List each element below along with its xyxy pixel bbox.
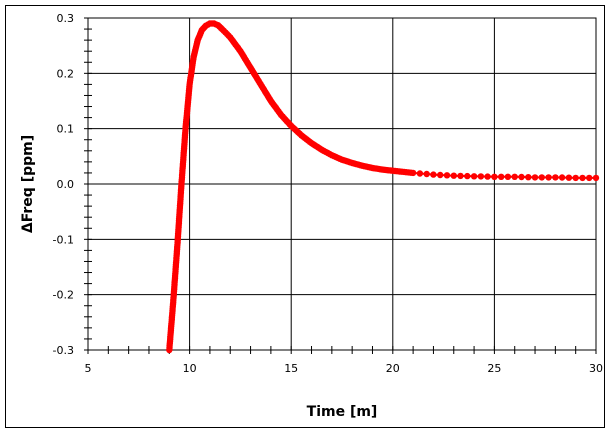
x-tick-label: 15 [284,362,298,375]
y-tick-label: 0.2 [57,67,75,80]
y-tick-label: 0.1 [57,123,75,136]
x-tick-label: 5 [85,362,92,375]
y-tick-label: -0.2 [53,289,74,302]
x-tick-label: 30 [589,362,603,375]
tick-labels: 0.3 0.2 0.1 0.0 -0.1 -0.2 -0.3 5 10 15 20 25 30 [53,12,603,375]
x-tick-label: 20 [386,362,400,375]
y-tick-label: 0.3 [57,12,75,25]
y-tick-label: 0.0 [57,178,75,191]
y-tick-label: -0.3 [53,344,74,357]
axis-ticks [84,17,597,354]
x-axis-title: Time [m] [307,404,378,420]
data-series [166,20,600,354]
y-axis-title: ΔFreq [ppm] [20,135,36,233]
x-tick-label: 10 [183,362,197,375]
x-tick-label: 25 [487,362,501,375]
y-tick-label: -0.1 [53,233,74,246]
grid-lines [87,17,597,351]
chart-frame [5,5,605,428]
